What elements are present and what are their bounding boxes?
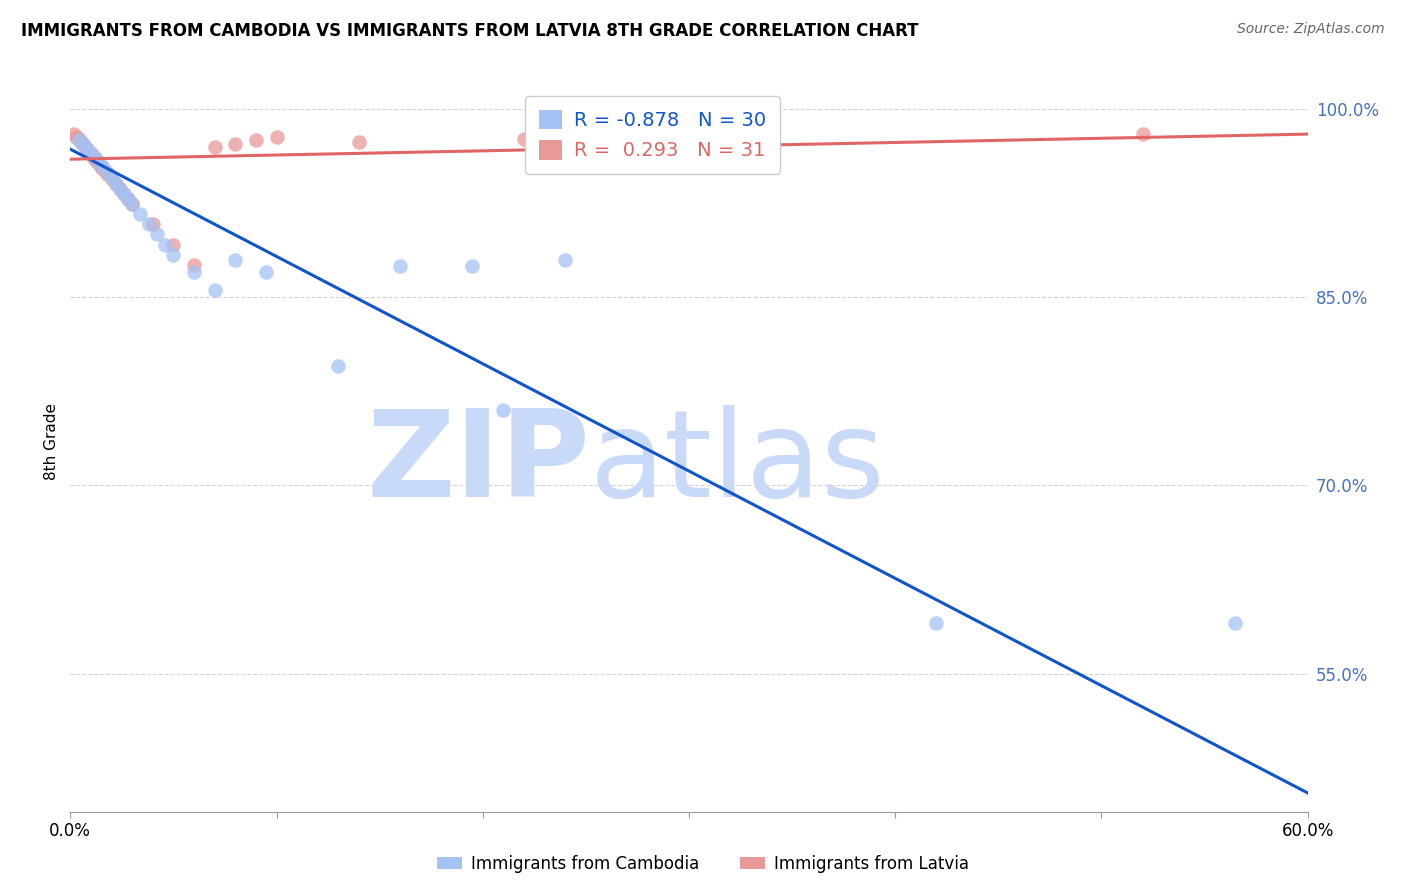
Point — [204, 283, 226, 297]
Text: IMMIGRANTS FROM CAMBODIA VS IMMIGRANTS FROM LATVIA 8TH GRADE CORRELATION CHART: IMMIGRANTS FROM CAMBODIA VS IMMIGRANTS F… — [21, 22, 918, 40]
Text: atlas: atlas — [591, 405, 886, 522]
Point — [73, 139, 96, 153]
Point — [104, 178, 127, 192]
Point — [84, 150, 107, 164]
Text: Source: ZipAtlas.com: Source: ZipAtlas.com — [1237, 22, 1385, 37]
Point — [112, 187, 135, 202]
Point — [121, 197, 143, 211]
Point — [129, 207, 152, 221]
Point — [91, 162, 114, 177]
Point — [104, 178, 127, 192]
Point — [96, 167, 118, 181]
Point — [328, 359, 350, 374]
Point — [69, 135, 91, 149]
Point — [1225, 616, 1247, 631]
Point — [389, 259, 412, 273]
Point — [100, 172, 122, 186]
Point — [80, 145, 103, 160]
Legend: R = -0.878   N = 30, R =  0.293   N = 31: R = -0.878 N = 30, R = 0.293 N = 31 — [526, 95, 780, 174]
Point — [266, 129, 288, 144]
Legend: Immigrants from Cambodia, Immigrants from Latvia: Immigrants from Cambodia, Immigrants fro… — [430, 848, 976, 880]
Point — [138, 218, 160, 232]
Point — [183, 265, 205, 279]
Point — [80, 147, 103, 161]
Point — [67, 132, 90, 146]
Point — [347, 135, 370, 149]
Point — [146, 227, 169, 242]
Point — [84, 152, 107, 166]
Point — [82, 150, 104, 164]
Point — [77, 145, 100, 159]
Point — [183, 258, 205, 272]
Point — [63, 127, 86, 141]
Point — [554, 252, 576, 267]
Point — [162, 247, 184, 261]
Point — [153, 237, 176, 252]
Point — [90, 160, 112, 174]
Point — [96, 165, 118, 179]
Point — [204, 139, 226, 153]
Point — [108, 182, 131, 196]
Point — [245, 133, 267, 147]
Point — [67, 133, 90, 147]
Point — [224, 137, 246, 152]
Point — [121, 197, 143, 211]
Point — [254, 265, 277, 279]
Point — [492, 403, 515, 417]
Point — [65, 129, 87, 144]
Point — [72, 137, 94, 152]
Text: ZIP: ZIP — [366, 405, 591, 522]
Point — [76, 142, 98, 156]
Point — [925, 616, 948, 631]
Point — [100, 171, 122, 186]
Point — [72, 137, 94, 152]
Point — [76, 142, 98, 156]
Point — [162, 237, 184, 252]
Point — [112, 187, 135, 202]
Point — [89, 154, 111, 169]
Point — [91, 160, 114, 174]
Point — [142, 218, 165, 232]
Point — [117, 192, 139, 206]
Point — [1132, 127, 1154, 141]
Point — [513, 132, 536, 146]
Point — [117, 192, 139, 206]
Point — [108, 182, 131, 196]
Point — [461, 259, 484, 273]
Point — [86, 154, 108, 169]
Y-axis label: 8th Grade: 8th Grade — [44, 403, 59, 480]
Point — [224, 252, 246, 267]
